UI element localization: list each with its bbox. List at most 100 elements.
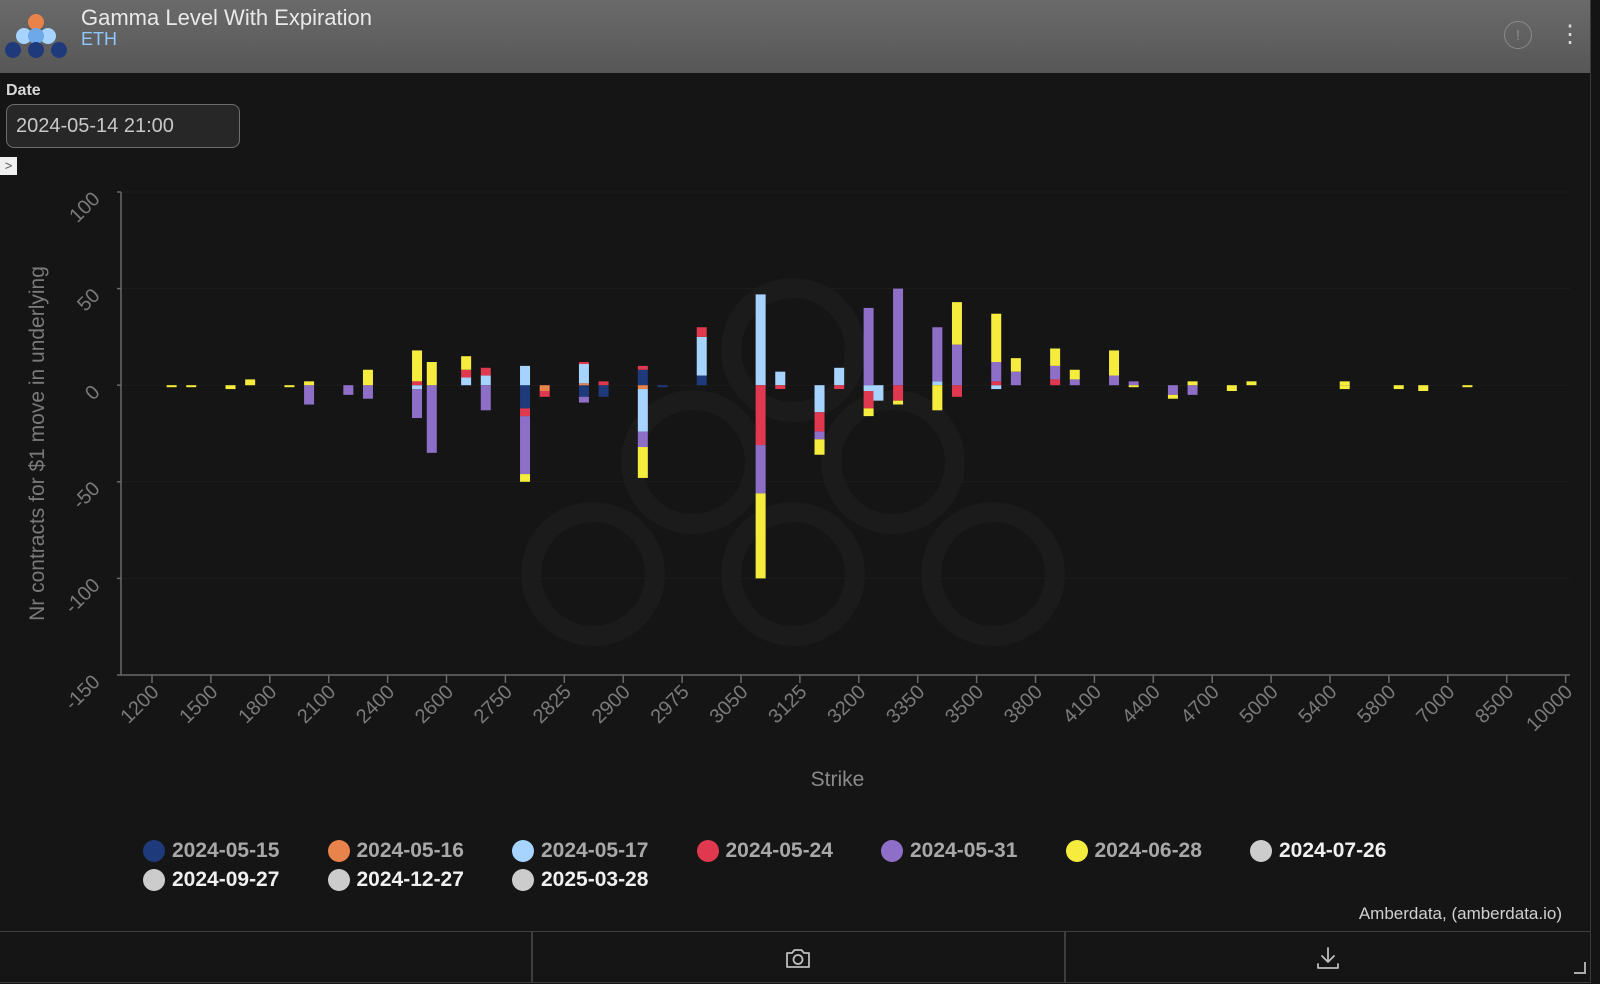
bar-segment[interactable] [637, 365, 648, 370]
legend-item[interactable]: 2025-03-28 [512, 868, 697, 892]
bar-segment[interactable] [1246, 381, 1257, 386]
bar-segment[interactable] [245, 379, 256, 386]
bar-segment[interactable] [932, 381, 943, 386]
kebab-menu-icon[interactable]: ⋮ [1558, 21, 1582, 48]
bar-segment[interactable] [1167, 385, 1178, 395]
bar-segment[interactable] [412, 385, 423, 390]
bar-segment[interactable] [480, 385, 491, 411]
bar-segment[interactable] [1393, 385, 1404, 390]
bar-segment[interactable] [991, 385, 1002, 390]
bar-segment[interactable] [814, 412, 825, 432]
bar-segment[interactable] [755, 445, 766, 494]
bar-segment[interactable] [598, 381, 609, 386]
bar-segment[interactable] [461, 356, 472, 370]
bar-segment[interactable] [893, 400, 904, 405]
legend-item[interactable]: 2024-12-27 [327, 868, 513, 892]
bar-segment[interactable] [932, 327, 943, 382]
bar-segment[interactable] [863, 408, 874, 417]
legend-item[interactable]: 2024-07-26 [1250, 839, 1435, 863]
bar-segment[interactable] [755, 493, 766, 579]
bar-segment[interactable] [412, 381, 423, 386]
bar-segment[interactable] [461, 369, 472, 378]
bar-segment[interactable] [1010, 358, 1021, 372]
bar-segment[interactable] [1339, 385, 1350, 390]
bar-segment[interactable] [186, 385, 197, 388]
bar-segment[interactable] [755, 385, 766, 446]
bar-segment[interactable] [1069, 369, 1080, 380]
resize-handle[interactable] [1574, 962, 1586, 974]
bar-segment[interactable] [1128, 385, 1139, 388]
date-input[interactable] [6, 104, 240, 148]
bar-segment[interactable] [863, 307, 874, 386]
bar-segment[interactable] [814, 431, 825, 440]
bar-segment[interactable] [480, 375, 491, 386]
bar-segment[interactable] [362, 385, 373, 399]
bar-segment[interactable] [1128, 381, 1139, 386]
bar-segment[interactable] [1187, 385, 1198, 395]
bar-segment[interactable] [755, 294, 766, 386]
bar-segment[interactable] [637, 447, 648, 478]
bar-segment[interactable] [1339, 381, 1350, 386]
bar-segment[interactable] [991, 381, 1002, 386]
bar-segment[interactable] [1167, 394, 1178, 399]
info-icon[interactable]: ! [1504, 21, 1532, 49]
bar-segment[interactable] [814, 439, 825, 455]
bar-segment[interactable] [1050, 379, 1061, 386]
bar-segment[interactable] [284, 385, 295, 388]
bar-segment[interactable] [480, 367, 491, 376]
bar-segment[interactable] [932, 385, 943, 411]
bar-segment[interactable] [304, 385, 315, 405]
bar-segment[interactable] [1418, 385, 1429, 391]
legend-item[interactable]: 2024-05-24 [696, 839, 882, 863]
expand-toggle-icon[interactable]: > [0, 157, 17, 175]
bar-segment[interactable] [991, 362, 1002, 382]
legend-item[interactable]: 2024-05-17 [512, 839, 697, 863]
bar-segment[interactable] [775, 371, 786, 386]
bar-segment[interactable] [637, 385, 648, 390]
bar-segment[interactable] [775, 385, 786, 390]
bar-segment[interactable] [520, 416, 531, 475]
bar-segment[interactable] [461, 377, 472, 386]
bar-segment[interactable] [166, 385, 177, 388]
legend-item[interactable]: 2024-05-15 [143, 839, 328, 863]
legend-item[interactable]: 2024-05-16 [327, 839, 513, 863]
bar-segment[interactable] [539, 385, 550, 391]
bar-segment[interactable] [834, 367, 845, 386]
bar-segment[interactable] [412, 350, 423, 382]
bar-segment[interactable] [951, 385, 962, 397]
bar-segment[interactable] [951, 302, 962, 345]
bar-segment[interactable] [1462, 385, 1473, 388]
bar-segment[interactable] [863, 385, 874, 391]
bar-segment[interactable] [637, 389, 648, 432]
bar-segment[interactable] [1109, 375, 1120, 386]
bar-segment[interactable] [1010, 371, 1021, 386]
bar-segment[interactable] [893, 288, 904, 386]
bar-segment[interactable] [1109, 350, 1120, 376]
bar-segment[interactable] [696, 336, 707, 376]
bar-segment[interactable] [1069, 379, 1080, 386]
legend-item[interactable]: 2024-06-28 [1065, 839, 1251, 863]
bar-segment[interactable] [1226, 385, 1237, 391]
bar-segment[interactable] [1050, 348, 1061, 366]
bar-segment[interactable] [1187, 381, 1198, 386]
bar-segment[interactable] [426, 362, 437, 386]
bar-segment[interactable] [578, 396, 589, 403]
bar-segment[interactable] [225, 385, 236, 390]
bar-segment[interactable] [1050, 365, 1061, 380]
bar-segment[interactable] [637, 369, 648, 386]
bar-segment[interactable] [893, 385, 904, 401]
bar-segment[interactable] [814, 385, 825, 413]
screenshot-button[interactable] [532, 932, 1064, 983]
bar-segment[interactable] [578, 362, 589, 365]
bar-segment[interactable] [520, 474, 531, 482]
bar-segment[interactable] [873, 385, 884, 401]
bar-segment[interactable] [578, 383, 589, 386]
bar-segment[interactable] [520, 385, 531, 409]
bar-segment[interactable] [426, 385, 437, 453]
bar-segment[interactable] [578, 385, 589, 397]
download-button[interactable] [1065, 932, 1590, 983]
bar-segment[interactable] [834, 385, 845, 390]
bar-segment[interactable] [520, 365, 531, 386]
bar-segment[interactable] [696, 375, 707, 386]
bar-segment[interactable] [637, 431, 648, 448]
